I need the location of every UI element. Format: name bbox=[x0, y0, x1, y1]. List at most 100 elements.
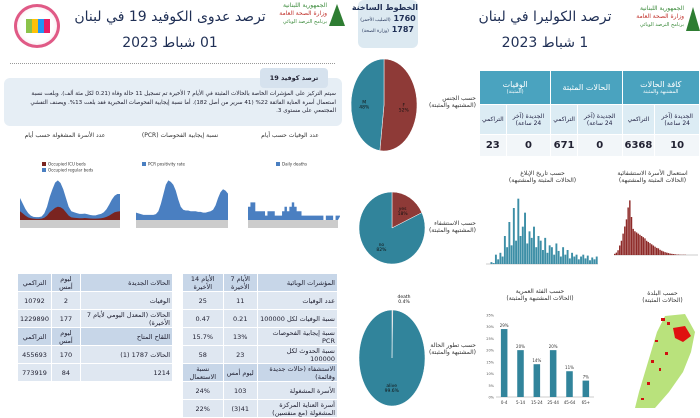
bar bbox=[553, 255, 555, 264]
bar bbox=[567, 250, 569, 264]
bar bbox=[648, 242, 649, 255]
chart-title-pcr: نسبة إيجابية الفحوصات (PCR) bbox=[125, 132, 235, 139]
bar bbox=[506, 247, 508, 264]
program-name: برنامج الترصد الوبائي bbox=[283, 18, 327, 26]
ministry-sub: وزارة الصحة العامة bbox=[636, 13, 684, 21]
chart-title-beds: عدد الأسرة المشغولة حسب أيام bbox=[10, 132, 120, 139]
x-tick: 65+ bbox=[582, 400, 590, 405]
bar bbox=[639, 235, 640, 255]
bar bbox=[522, 227, 524, 264]
covid-title: ترصد عدوى الكوفيد 19 في لبنان bbox=[70, 6, 270, 28]
bar-label: 14% bbox=[532, 358, 541, 363]
y-tick: 30% bbox=[486, 325, 494, 329]
map-sub: (الحالات المثبتة) bbox=[625, 297, 700, 304]
age-bar bbox=[501, 329, 508, 397]
bar bbox=[524, 213, 526, 264]
bar bbox=[649, 243, 650, 255]
legend-swatch-regular bbox=[42, 168, 46, 172]
y-tick: 25% bbox=[486, 337, 494, 341]
bar bbox=[632, 229, 633, 255]
age-bar-chart: 0%5%10%15%20%25%30%35%29%0-420%5-1414%15… bbox=[482, 305, 597, 408]
pie-label-hosp: حسب الاستشفاء bbox=[424, 220, 476, 227]
cholera-date: 1 شباط 2023 bbox=[470, 32, 620, 54]
bar bbox=[564, 255, 566, 264]
legend-swatch-pcr bbox=[142, 162, 146, 166]
y-tick: 35% bbox=[486, 314, 494, 318]
map-title: حسب البلدة bbox=[625, 290, 700, 297]
bar bbox=[624, 227, 625, 256]
bar bbox=[515, 241, 517, 264]
ministry-sub: وزارة الصحة العامة bbox=[279, 10, 327, 18]
hosp-title: استعمال الأسرة الاستشفائية bbox=[605, 170, 700, 177]
bar bbox=[644, 238, 645, 255]
bar bbox=[580, 257, 582, 264]
bar bbox=[546, 253, 548, 264]
series-area bbox=[20, 180, 120, 220]
bar bbox=[626, 219, 627, 255]
bar bbox=[585, 258, 587, 264]
bar bbox=[560, 257, 562, 264]
divider bbox=[10, 63, 335, 64]
cholera-title: ترصد الكوليرا في لبنان bbox=[470, 6, 620, 28]
group-deaths: الوفيات(المثبتة) bbox=[480, 71, 551, 105]
x-tick: 25-44 bbox=[547, 400, 559, 405]
beds-chart: Occupied ICU beds Occupied regular beds bbox=[12, 160, 122, 232]
bar bbox=[654, 247, 655, 255]
pie-slice-F bbox=[380, 59, 417, 151]
hotlines-title: الخطوط الساخنة bbox=[358, 3, 418, 12]
bar-label: 7% bbox=[583, 375, 590, 380]
hosp-sub: (الحالات المثبتة والمشتبهة) bbox=[605, 177, 700, 184]
y-tick: 0% bbox=[488, 396, 494, 400]
epi-sub: (الحالات المثبتة والمشتبهة) bbox=[485, 177, 600, 184]
bar bbox=[544, 238, 546, 264]
bar bbox=[591, 257, 593, 264]
summary-text: سيتم التركيز على المؤشرات الخاصة بالحالا… bbox=[10, 90, 336, 116]
bar bbox=[651, 244, 652, 255]
bar bbox=[497, 259, 499, 264]
age-bar bbox=[566, 371, 573, 397]
cedar-icon bbox=[686, 7, 700, 31]
bar bbox=[502, 257, 504, 264]
bar bbox=[663, 251, 664, 255]
bar bbox=[646, 241, 647, 255]
legend-swatch-icu bbox=[42, 162, 46, 166]
bar bbox=[493, 263, 495, 264]
bar bbox=[573, 257, 575, 264]
bar bbox=[551, 247, 553, 264]
bar bbox=[535, 247, 537, 264]
legend-regular-beds: Occupied regular beds bbox=[48, 168, 93, 173]
bar bbox=[562, 247, 564, 264]
epi-title: حسب تاريخ الإبلاغ bbox=[485, 170, 600, 177]
bar bbox=[638, 234, 639, 255]
table-row: أسرة العناية المركزة المشغولة (مع منفسين… bbox=[183, 400, 338, 418]
bar bbox=[538, 236, 540, 264]
bar bbox=[542, 250, 544, 264]
cholera-ministry-logo: الجمهورية اللبنانية وزارة الصحة العامة ب… bbox=[630, 5, 700, 35]
x-axis bbox=[136, 220, 228, 228]
bar bbox=[634, 231, 635, 255]
bar bbox=[549, 245, 551, 264]
bar bbox=[636, 232, 637, 255]
hospital-beds-chart bbox=[606, 192, 700, 267]
bar bbox=[616, 253, 617, 255]
bar bbox=[576, 255, 578, 264]
bar bbox=[656, 248, 657, 255]
bar bbox=[669, 254, 670, 255]
bar-label: 11% bbox=[565, 365, 574, 370]
legend-icu-beds: Occupied ICU beds bbox=[48, 162, 86, 167]
hotline-red-cross[interactable]: 1760 (الصليب الأحمر) bbox=[358, 14, 418, 23]
cedar-icon bbox=[329, 4, 345, 26]
covid-date: 01 شباط 2023 bbox=[70, 32, 270, 54]
program-name: برنامج الترصد الوبائي bbox=[640, 21, 684, 29]
bar bbox=[499, 253, 501, 264]
hotline-ministry[interactable]: 1787 (وزارة الصحة) bbox=[358, 25, 418, 34]
